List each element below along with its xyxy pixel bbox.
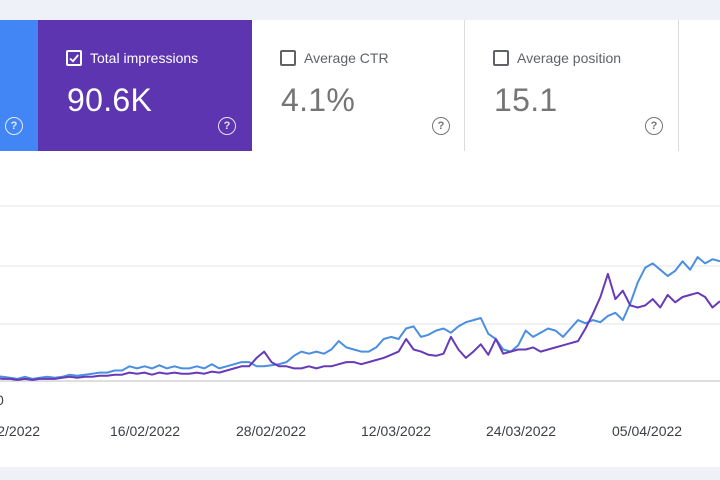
chart-series [0,256,720,381]
ctr-label: Average CTR [304,50,389,66]
chart-gridlines [0,205,720,382]
card-strip-end [679,20,720,151]
performance-line-chart[interactable]: 04/02/2022 16/02/2022 28/02/2022 12/03/2022… [0,151,720,467]
ctr-checkbox[interactable] [280,50,296,66]
ctr-help-icon[interactable]: ? [432,117,450,135]
impressions-series-line [0,272,720,381]
ctr-value: 4.1% [281,82,356,118]
x-tick-label: 04/02/2022 [0,423,40,439]
impressions-label: Total impressions [90,50,199,66]
position-label-row: Average position [493,50,621,66]
average-ctr-card[interactable]: Average CTR 4.1% ? [252,20,465,151]
x-tick-label: 12/03/2022 [361,423,431,439]
checkmark-icon [69,54,79,63]
position-checkbox[interactable] [493,50,509,66]
y-axis-zero-label: 0 [0,392,4,408]
x-tick-label: 24/03/2022 [486,423,556,439]
x-tick-label: 05/04/2022 [612,423,682,439]
average-position-card[interactable]: Average position 15.1 ? [465,20,679,151]
bottom-background [0,467,720,480]
impressions-checkbox[interactable] [66,50,82,66]
clicks-help-icon[interactable]: ? [5,117,23,135]
impressions-label-row: Total impressions [66,50,198,66]
position-label: Average position [517,50,622,66]
clicks-series-line [0,256,720,380]
position-help-icon[interactable]: ? [645,117,663,135]
ctr-label-row: Average CTR [280,50,389,66]
x-tick-label: 16/02/2022 [110,423,180,439]
impressions-value: 90.6K [67,82,153,118]
total-impressions-card[interactable]: Total impressions 90.6K ? [38,20,252,151]
x-tick-label: 28/02/2022 [236,423,306,439]
total-clicks-card[interactable]: ? [0,20,38,151]
metric-cards: ? Total impressions 90.6K ? Average CTR … [0,20,720,151]
performance-chart-panel: 04/02/2022 16/02/2022 28/02/2022 12/03/2022… [0,151,720,467]
impressions-help-icon[interactable]: ? [218,117,236,135]
top-background [0,0,720,20]
x-axis-tick-labels: 04/02/2022 16/02/2022 28/02/2022 12/03/2022… [0,423,682,439]
position-value: 15.1 [494,82,558,118]
